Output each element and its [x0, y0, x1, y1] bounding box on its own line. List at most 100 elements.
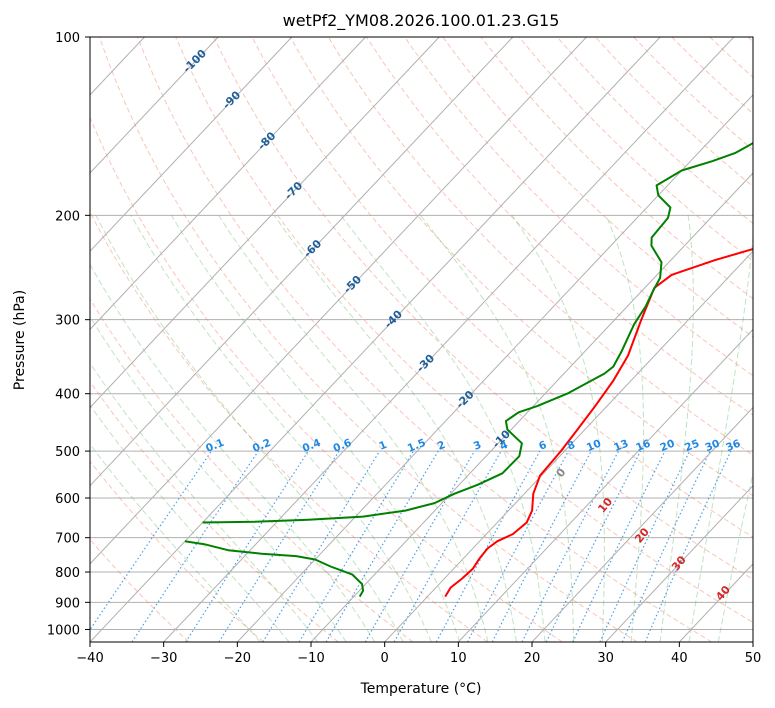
isotherm: [605, 484, 753, 642]
dry-adiabat: [90, 211, 488, 642]
y-tick-label: 400: [55, 388, 80, 403]
dry-adiabat: [175, 37, 753, 624]
mixing-ratio-label: 30: [704, 438, 722, 455]
isotherm: [90, 37, 587, 565]
isotherm: [90, 37, 514, 487]
moist-adiabat: [511, 215, 605, 642]
x-axis-label: Temperature (°C): [360, 681, 482, 697]
moist-adiabat: [273, 215, 517, 642]
moist-adiabat: [218, 215, 489, 642]
dry-adiabat: [709, 37, 753, 79]
x-tick-label: 40: [671, 651, 688, 666]
dry-adiabat: [90, 116, 563, 642]
y-axis-label: Pressure (hPa): [12, 290, 28, 390]
mixing-ratio-line: [131, 450, 259, 642]
chart-title: wetPf2_YM08.2026.100.01.23.G15: [283, 11, 560, 31]
mixing-ratio-label: 3: [472, 439, 483, 453]
mixing-ratio-label: 10: [585, 438, 603, 455]
dry-adiabat: [98, 37, 638, 642]
x-tick-label: 30: [597, 651, 614, 666]
x-tick-label: −30: [150, 651, 177, 666]
dry-adiabat: [213, 37, 753, 581]
dewpoint-profile: [202, 141, 753, 524]
moist-adiabat: [717, 471, 753, 642]
mixing-ratio-line: [185, 450, 309, 642]
mixing-ratio-label: 6: [537, 439, 548, 453]
isotherm: [90, 37, 219, 174]
isotherm: [310, 172, 753, 642]
moist-adiabat: [95, 215, 404, 642]
plot-frame: [89, 36, 754, 643]
isotherm: [163, 37, 735, 642]
y-tick-label: 800: [55, 566, 80, 581]
isotherm: [90, 37, 293, 252]
mixing-ratio-line: [491, 450, 592, 642]
isotherm: [0, 37, 71, 642]
moist-adiabat: [130, 215, 432, 642]
mixing-ratio-line: [218, 450, 340, 642]
x-tick-label: −10: [297, 651, 324, 666]
moist-adiabat: [90, 404, 290, 642]
mixing-ratio-line: [644, 450, 732, 642]
mixing-ratio-line: [545, 450, 642, 642]
mixing-ratio-line: [521, 450, 620, 642]
moist-adiabat: [688, 231, 753, 642]
mixing-ratio-line: [325, 450, 439, 642]
y-tick-label: 200: [55, 209, 80, 224]
mixing-ratio-label: 1.5: [406, 437, 428, 455]
x-tick-label: −40: [76, 651, 103, 666]
temperature-profile: [444, 247, 753, 598]
mixing-ratio-label: 16: [634, 438, 652, 455]
moist-adiabat: [90, 263, 376, 642]
moist-adiabat: [171, 215, 461, 642]
mixing-ratio-line: [262, 450, 381, 642]
isotherm: [90, 37, 661, 642]
moist-adiabat: [90, 443, 261, 642]
mixing-ratio-line: [572, 450, 666, 642]
y-tick-label: 600: [55, 492, 80, 507]
y-tick-label: 900: [55, 596, 80, 611]
x-tick-label: −20: [224, 651, 251, 666]
mixing-ratio-line: [435, 450, 541, 642]
mixing-ratio-label: 0.4: [301, 437, 323, 455]
dry-adiabat: [137, 37, 712, 642]
mixing-ratio-line: [466, 450, 570, 642]
axes: −40 −30 −20 −10 0 10 20 30 40 5010020030040050060…: [47, 31, 761, 666]
isotherm: [90, 37, 440, 409]
isotherm: [90, 37, 366, 331]
mixing-ratio-line: [599, 450, 691, 642]
mixing-ratio-label: 0.6: [332, 437, 354, 455]
x-tick-label: 10: [450, 651, 467, 666]
dry-adiabat: [327, 37, 753, 456]
moist-adiabat: [605, 215, 645, 642]
isotherm: [752, 641, 753, 642]
dry-adiabat: [404, 37, 753, 377]
background-lines: [0, 37, 753, 642]
isotherm: [457, 328, 753, 642]
dry-adiabat: [90, 460, 264, 642]
moist-adiabat-label: 20: [632, 525, 652, 545]
y-tick-label: 100: [55, 31, 80, 46]
dewpoint-profile: [184, 540, 365, 598]
y-tick-label: 700: [55, 532, 80, 547]
dry-adiabat: [90, 538, 190, 642]
y-tick-label: 500: [55, 445, 80, 460]
mixing-ratio-line: [393, 450, 502, 642]
mixing-ratio-label: 4: [498, 439, 509, 453]
mixing-ratio-label: 13: [612, 438, 630, 455]
mixing-ratio-label: 36: [724, 438, 742, 455]
mixing-ratio-line: [90, 450, 212, 631]
dry-adiabat: [671, 37, 753, 115]
moist-adiabat: [90, 315, 347, 642]
dry-adiabat: [595, 37, 753, 188]
dry-adiabat: [251, 37, 753, 538]
mixing-ratio-label: 1: [377, 439, 388, 453]
dry-adiabat: [442, 37, 753, 338]
x-tick-label: 50: [745, 651, 762, 666]
isotherm: [531, 406, 753, 642]
y-tick-label: 300: [55, 314, 80, 329]
x-tick-label: 0: [381, 651, 389, 666]
series-layer: [184, 141, 753, 598]
isotherm: [236, 94, 753, 642]
